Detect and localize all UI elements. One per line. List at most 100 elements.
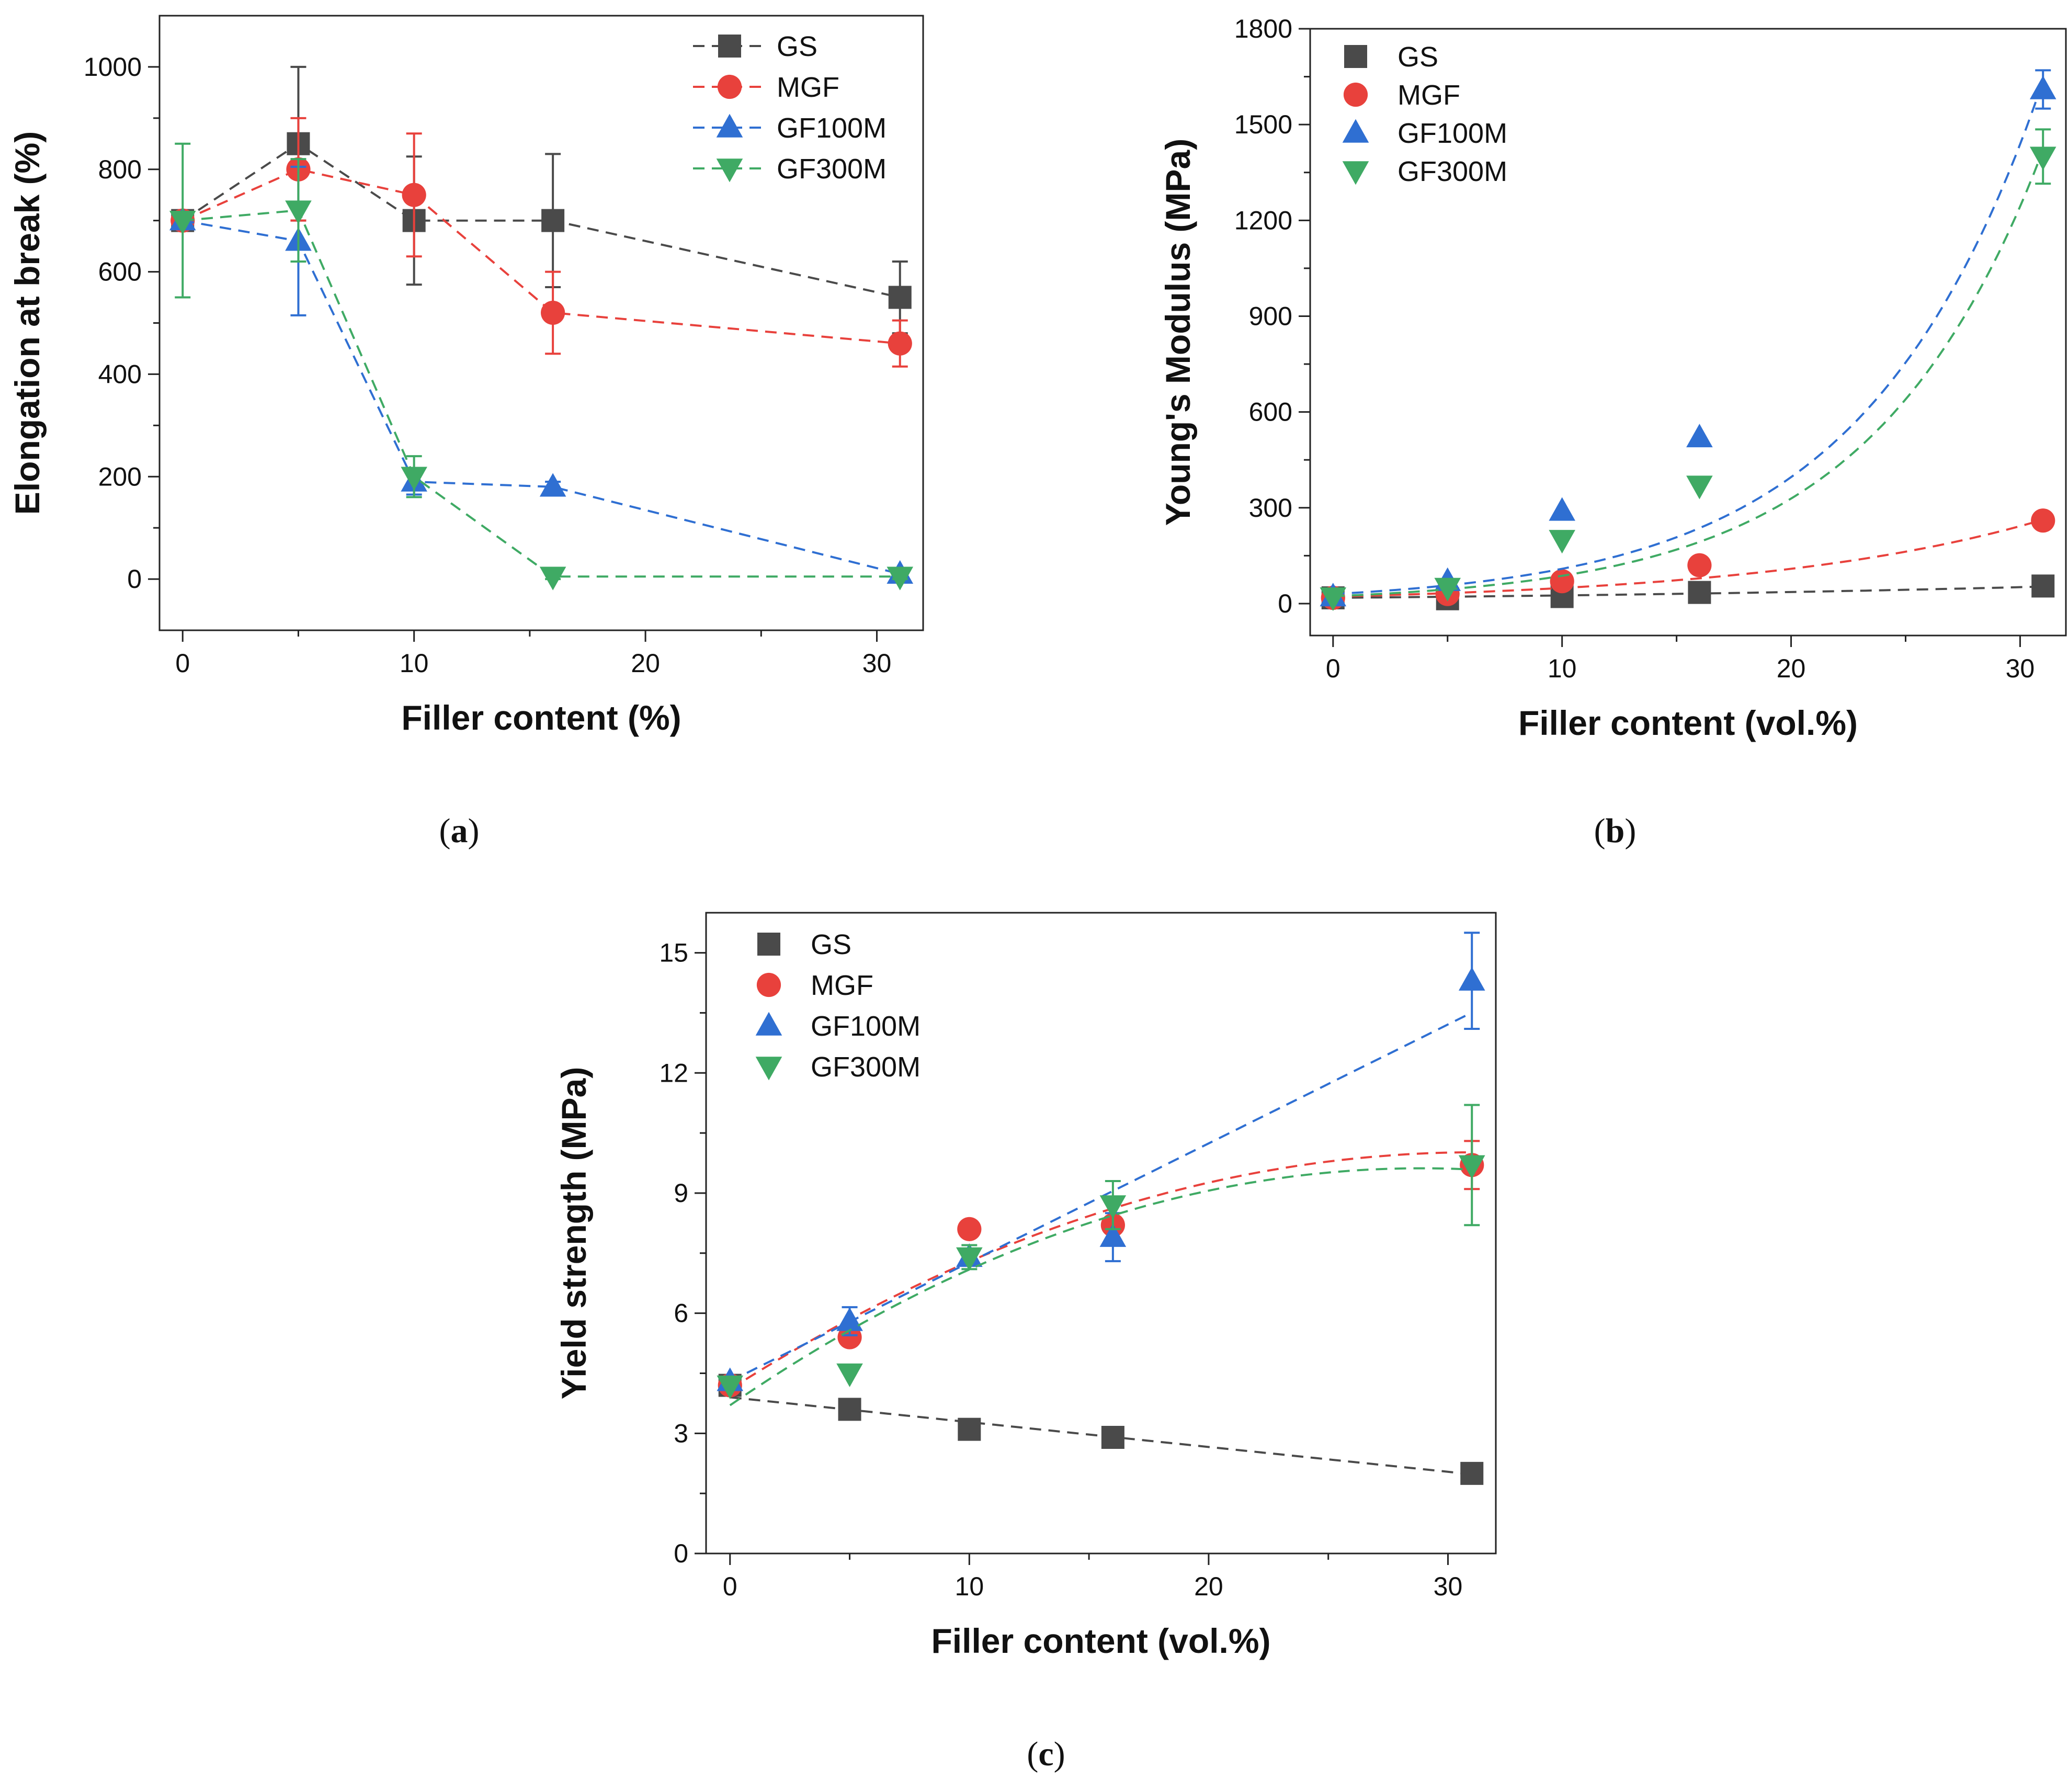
series-gf300m	[717, 1104, 1485, 1407]
series-gs	[171, 65, 912, 335]
legend-label-mgf: MGF	[1397, 80, 1460, 111]
series-gs	[718, 1374, 1484, 1485]
y-tick-label: 900	[1249, 301, 1292, 331]
gf300m-dashed-line	[729, 1167, 1472, 1407]
gf300m-point	[956, 1247, 983, 1271]
y-tick-label: 0	[1278, 589, 1292, 618]
legend-label-gs: GS	[1397, 41, 1438, 73]
gs-point	[1460, 1461, 1484, 1485]
legend-marker-mgf	[756, 972, 781, 997]
x-tick-label: 10	[1548, 654, 1577, 683]
panel-caption-c: (c)	[1027, 1735, 1065, 1773]
x-tick-label: 20	[1194, 1572, 1223, 1601]
gf300m-point	[1434, 577, 1461, 602]
legend-marker-gf100m	[716, 114, 743, 138]
x-tick-label: 0	[723, 1572, 737, 1601]
y-axis-title: Young's Modulus (MPa)	[1158, 139, 1197, 526]
series-gf300m	[1320, 128, 2056, 611]
legend-marker-gs	[757, 933, 780, 956]
x-axis-title: Filler content (%)	[401, 698, 681, 737]
y-tick-label: 1500	[1234, 110, 1292, 139]
x-tick-label: 10	[400, 649, 429, 678]
gs-dashed-line	[182, 142, 901, 299]
gf300m-point	[887, 566, 914, 591]
y-axis-title: Elongation at break (%)	[8, 131, 47, 515]
mgf-point	[888, 331, 912, 356]
legend-label-mgf: MGF	[777, 72, 839, 103]
legend-marker-gf100m	[755, 1012, 782, 1036]
y-tick-label: 1000	[84, 52, 142, 82]
gs-point	[1101, 1425, 1124, 1449]
mgf-dashed-line	[182, 168, 900, 345]
legend: GS MGF GF100M GF300M	[693, 31, 887, 185]
y-tick-label: 600	[98, 257, 142, 287]
gf100m-point	[1458, 967, 1485, 991]
gf300m-point	[169, 210, 196, 235]
plot-frame	[705, 912, 1497, 1555]
series-gf100m	[1320, 69, 2056, 607]
gs-point	[2031, 574, 2055, 598]
legend-label-gf100m: GF100M	[777, 112, 887, 144]
legend-marker-gf300m	[755, 1057, 782, 1081]
panel-caption-a: (a)	[439, 812, 480, 850]
gs-point	[1688, 581, 1711, 604]
gf300m-point	[1549, 530, 1575, 554]
gs-point	[888, 286, 912, 309]
gs-point	[541, 209, 565, 232]
gf300m-point	[401, 467, 427, 491]
x-tick-label: 0	[1326, 654, 1340, 683]
x-tick-label: 0	[175, 649, 190, 678]
panel-caption-b: (b)	[1594, 812, 1637, 850]
mgf-point	[1687, 553, 1712, 577]
legend-label-gs: GS	[811, 929, 851, 960]
gf300m-point	[2029, 146, 2056, 171]
legend-marker-mgf	[1343, 82, 1368, 107]
gf100m-point	[2029, 75, 2056, 99]
y-tick-label: 6	[674, 1299, 688, 1328]
y-tick-label: 9	[674, 1178, 688, 1208]
mgf-point	[402, 183, 426, 207]
legend-marker-gs	[718, 35, 741, 58]
y-tick-label: 0	[674, 1539, 688, 1568]
series-gf300m	[169, 142, 914, 591]
gf300m-point	[285, 200, 312, 224]
x-tick-label: 20	[631, 649, 660, 678]
y-tick-label: 15	[659, 938, 688, 968]
series-gf100m	[169, 165, 914, 584]
series-mgf	[718, 1140, 1484, 1398]
x-tick-label: 30	[1434, 1572, 1463, 1601]
y-tick-label: 300	[1249, 493, 1292, 523]
y-tick-label: 400	[98, 359, 142, 389]
x-axis-title: Filler content (vol.%)	[1518, 704, 1858, 742]
y-tick-label: 12	[659, 1058, 688, 1087]
legend-marker-gf300m	[716, 158, 743, 183]
mgf-point	[1550, 569, 1574, 594]
y-tick-label: 200	[98, 462, 142, 491]
legend-marker-mgf	[717, 74, 742, 99]
legend-marker-gf300m	[1342, 161, 1369, 185]
gs-point	[838, 1398, 861, 1421]
gf300m-point	[836, 1363, 863, 1387]
y-tick-label: 3	[674, 1419, 688, 1448]
legend-label-gf100m: GF100M	[1397, 118, 1507, 149]
gf100m-point	[1099, 1223, 1127, 1247]
gf300m-point	[717, 1375, 744, 1399]
series-gs	[1321, 574, 2055, 610]
gf300m-point	[1320, 587, 1347, 611]
legend: GS MGF GF100M GF300M	[755, 929, 921, 1083]
gf300m-dashed-line	[1333, 150, 2044, 597]
x-tick-label: 30	[2006, 654, 2035, 683]
legend-label-gf300m: GF300M	[1397, 156, 1507, 187]
x-tick-label: 10	[955, 1572, 984, 1601]
legend-marker-gs	[1344, 45, 1367, 68]
legend-label-gf100m: GF100M	[811, 1011, 921, 1042]
mgf-point	[541, 300, 565, 325]
gf300m-point	[539, 566, 566, 591]
plot-frame	[158, 15, 924, 631]
gf300m-dashed-line	[183, 209, 900, 578]
legend-label-gf300m: GF300M	[777, 153, 887, 185]
gf100m-point	[539, 473, 566, 497]
mgf-point	[2031, 508, 2055, 533]
legend-label-gf300m: GF300M	[811, 1051, 921, 1083]
